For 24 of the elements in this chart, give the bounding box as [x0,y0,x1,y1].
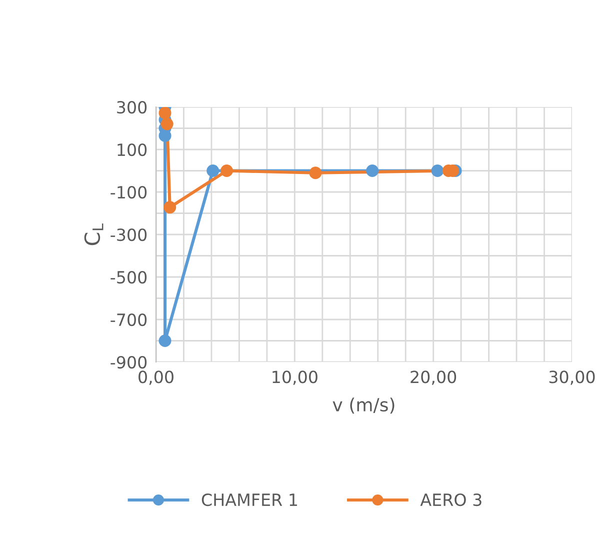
y-tick-label: 100 [118,143,147,156]
x-tick-label: 10,00 [272,370,318,385]
y-tick-label: -700 [110,313,147,326]
point [158,334,172,347]
point [164,201,176,214]
point [366,164,379,177]
point [160,118,174,130]
y-tick-label: -300 [110,228,147,242]
legend-label: AERO 3 [420,493,482,506]
y-tick-label: 300 [117,100,147,114]
point [309,166,322,180]
y-tick-label: -100 [110,186,147,199]
x-tick-label: 30,00 [549,370,595,385]
point [158,107,172,120]
legend-label: CHAMFER 1 [202,493,297,506]
point [220,164,233,177]
point [431,164,444,177]
x-axis-title: v (m/s) [332,398,394,414]
x-tick-label: 0,00 [138,370,174,385]
y-tick-label: -500 [110,270,147,284]
x-tick-label: 20,00 [410,370,456,385]
point [206,164,220,177]
y-axis-title: C$_{L}$ [84,223,104,246]
y-tick-label: -900 [110,356,147,369]
